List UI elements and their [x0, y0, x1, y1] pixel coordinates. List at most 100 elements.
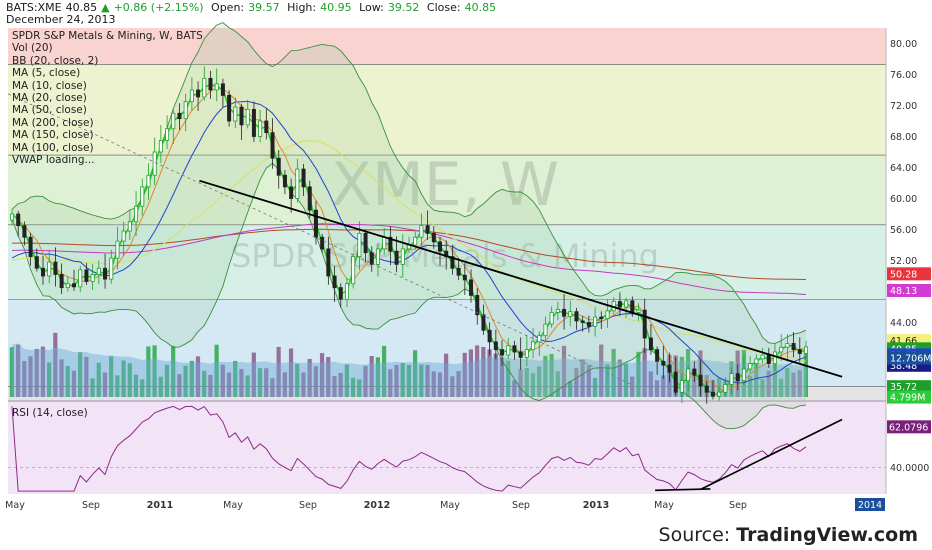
volume-bar — [413, 350, 418, 397]
volume-bar — [580, 359, 585, 397]
price-change: +0.86 (+2.15%) — [113, 1, 204, 14]
volume-bar — [493, 353, 498, 397]
legend-item[interactable]: MA (50, close) — [12, 104, 87, 117]
candle-body — [96, 267, 101, 275]
volume-bar — [133, 374, 139, 397]
ma-50-line — [11, 100, 807, 384]
candle-body — [196, 89, 201, 98]
candle-body — [648, 337, 653, 351]
volume-bar — [506, 360, 511, 397]
candle-body — [748, 363, 753, 370]
volume-bar — [102, 372, 108, 397]
candle-body — [357, 232, 362, 258]
volume-bar — [295, 363, 300, 397]
candle-body — [245, 108, 250, 126]
volume-bar — [406, 364, 411, 397]
price-tag-label: 50.28 — [890, 269, 917, 280]
symbol-name[interactable]: BATS:XME — [6, 1, 62, 14]
candle-body — [239, 106, 244, 126]
volume-bar — [158, 376, 163, 397]
volume-bar — [561, 345, 567, 397]
volume-bar — [586, 364, 591, 397]
candle-body — [549, 312, 554, 325]
volume-bar — [84, 356, 89, 397]
legend-item[interactable]: MA (20, close) — [12, 92, 87, 105]
volume-bar — [127, 363, 132, 397]
volume-bar — [512, 380, 517, 397]
volume-bar — [245, 375, 250, 397]
candle-body — [103, 267, 108, 280]
price-tick-label: 56.00 — [890, 225, 917, 236]
candle-body — [524, 349, 529, 358]
time-tick-label: 2014 — [858, 500, 882, 511]
volume-bar — [121, 360, 126, 397]
candle-body — [512, 345, 517, 353]
source-prefix: Source: — [658, 524, 737, 546]
candle-body — [65, 283, 70, 289]
volume-bar — [319, 353, 325, 397]
candle-body — [276, 157, 281, 176]
legend-item[interactable]: MA (10, close) — [12, 79, 87, 92]
price-tick-label: 76.00 — [890, 70, 917, 81]
candle-body — [506, 345, 511, 356]
volume-bar — [499, 357, 505, 397]
volume-bar — [313, 366, 318, 397]
candle-body — [227, 95, 232, 122]
volume-bar — [605, 364, 610, 397]
volume-bar — [183, 365, 188, 397]
candle-body — [78, 269, 83, 288]
price-tick-label: 68.00 — [890, 132, 917, 143]
price-tag-label: 12.706M — [890, 354, 931, 365]
time-tick-label: May — [440, 500, 460, 511]
candle-body — [704, 385, 709, 393]
volume-bar — [71, 370, 77, 397]
candle-body — [351, 256, 356, 285]
change-up-icon: ▲ — [101, 1, 110, 14]
price-tag-bg — [887, 380, 931, 394]
volume-bar — [78, 352, 83, 397]
candle-body — [59, 274, 64, 289]
legend-item[interactable]: Vol (20) — [12, 42, 53, 55]
legend-item[interactable]: MA (150, close) — [12, 129, 94, 142]
candle-body — [475, 294, 480, 316]
candle-body — [202, 77, 207, 98]
candle-body — [692, 368, 697, 376]
volume-bar — [530, 373, 536, 397]
volume-bar — [518, 369, 523, 397]
legend-item[interactable]: BB (20, close, 2) — [12, 54, 99, 67]
candle-body — [338, 287, 343, 300]
volume-bar — [754, 362, 759, 397]
candle-body — [84, 269, 89, 282]
candle-body — [617, 301, 622, 308]
candle-body — [624, 300, 629, 308]
volume-bar — [96, 362, 101, 397]
volume-bar — [9, 347, 14, 397]
volume-bar — [394, 364, 399, 397]
source-brand: TradingView.com — [736, 524, 918, 546]
time-tick-label: May — [654, 500, 674, 511]
candle-body — [189, 89, 194, 103]
candle-body — [456, 267, 461, 276]
volume-bar — [16, 344, 21, 397]
trend-drawings — [7, 93, 843, 385]
candle-body — [568, 311, 573, 317]
candle-body — [686, 368, 691, 382]
legend-item[interactable]: MA (200, close) — [12, 116, 94, 129]
volume-bar — [568, 380, 573, 397]
volume-bar — [350, 377, 356, 397]
legend-item[interactable]: MA (100, close) — [12, 141, 94, 154]
volume-bar — [444, 353, 449, 397]
volume-bar — [375, 357, 380, 397]
legend-item[interactable]: VWAP loading... — [12, 154, 95, 167]
volume-bar — [772, 363, 777, 397]
candle-body — [804, 346, 809, 354]
candle-body — [326, 248, 331, 277]
legend-item[interactable]: MA (5, close) — [12, 67, 81, 80]
candle-body — [667, 364, 672, 373]
rsi-band — [8, 400, 886, 494]
legend-item[interactable]: SPDR S&P Metals & Mining, W, BATS — [12, 30, 203, 42]
candle-body — [270, 132, 275, 159]
volume-bar — [164, 364, 170, 397]
volume-bar — [623, 363, 629, 397]
